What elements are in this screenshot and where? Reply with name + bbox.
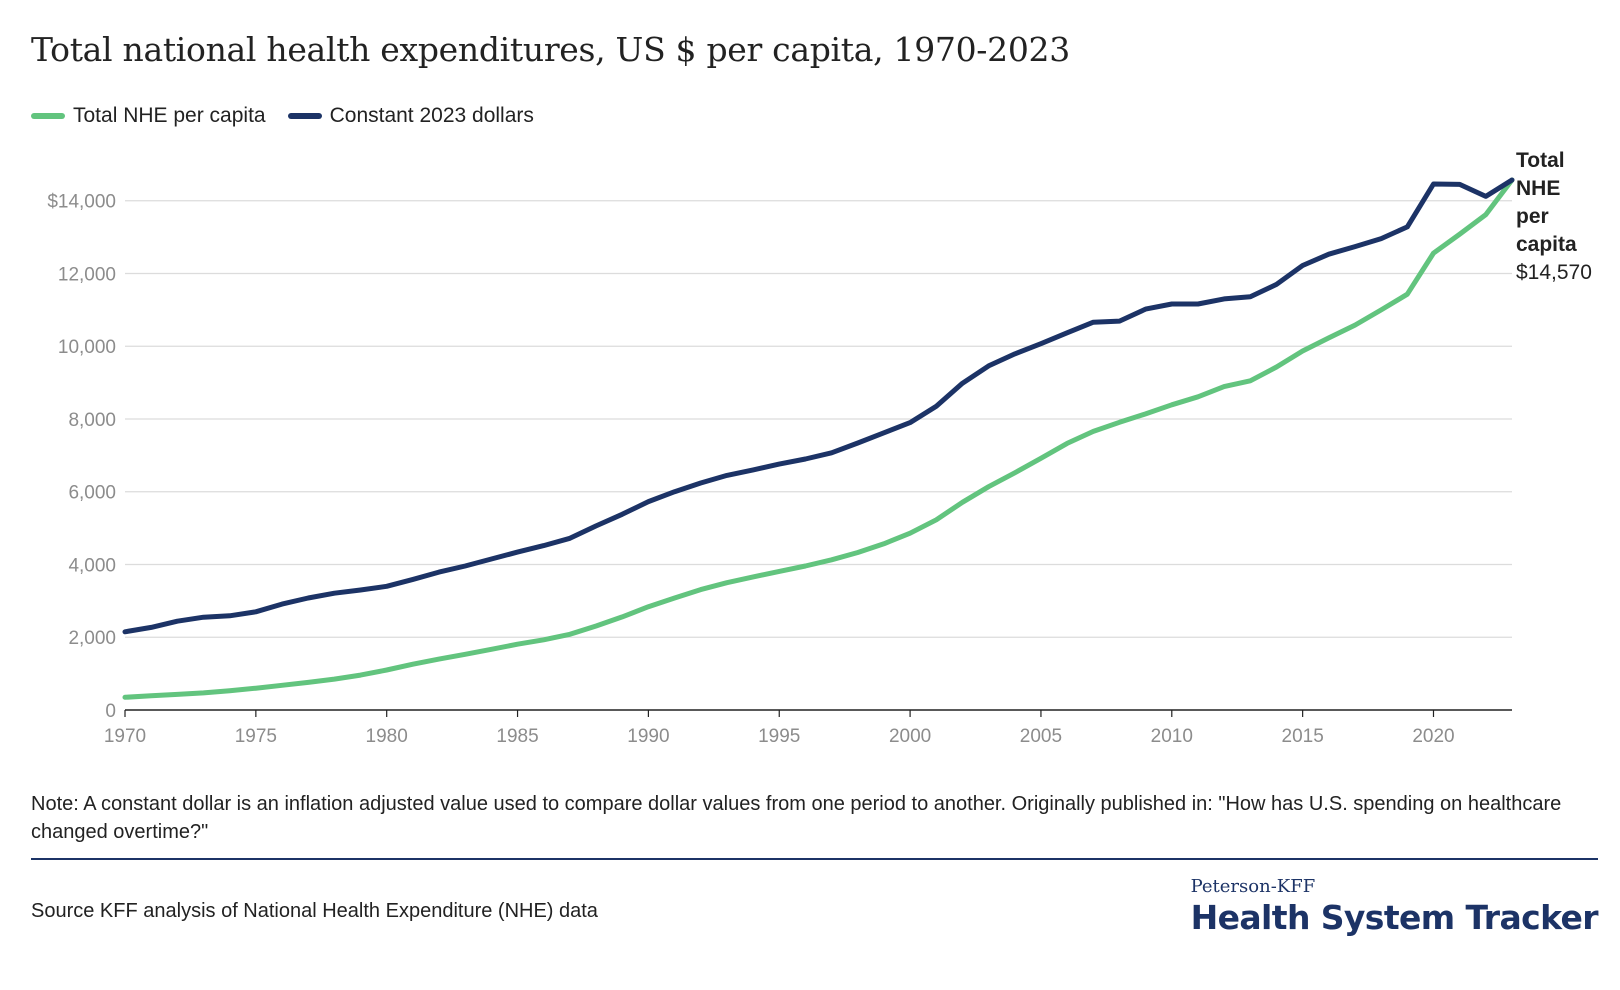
line-chart: 0 2,000 4,000 6,000 8,000 10,000 12,000 $14,000… <box>47 149 1592 747</box>
x-tick-label: 1985 <box>496 726 538 747</box>
legend-label-constant-dollars: Constant 2023 dollars <box>329 104 534 127</box>
y-tick-label: $14,000 <box>47 192 116 213</box>
end-label-text: Total <box>1516 149 1565 172</box>
x-tick-label: 2010 <box>1151 726 1193 747</box>
y-tick-label: 4,000 <box>68 555 116 576</box>
y-tick-label: 8,000 <box>68 410 116 431</box>
footer-divider <box>31 858 1598 860</box>
y-tick-label: 10,000 <box>58 337 116 358</box>
x-tick-label: 2005 <box>1020 726 1062 747</box>
x-tick-label: 2000 <box>889 726 931 747</box>
chart-note: Note: A constant dollar is an inflation … <box>31 793 1562 843</box>
x-tick-label: 1970 <box>104 726 146 747</box>
end-label-text: per <box>1516 205 1549 228</box>
x-tick-label: 2015 <box>1282 726 1324 747</box>
chart-legend: Total NHE per capita Constant 2023 dolla… <box>31 104 534 128</box>
x-tick-label: 1980 <box>366 726 408 747</box>
axis-layer: 0 2,000 4,000 6,000 8,000 10,000 12,000 $14,000… <box>47 192 1512 747</box>
y-tick-label: 2,000 <box>68 628 116 649</box>
x-tick-label: 1995 <box>758 726 800 747</box>
y-tick-label: 0 <box>105 701 116 722</box>
brand-logo-main: Health System Tracker <box>1190 898 1599 937</box>
series-line-total-nhe <box>122 177 1515 700</box>
chart-title: Total national health expenditures, US $… <box>31 30 1070 69</box>
end-label-layer: Total NHE per capita $14,570 <box>1516 149 1592 284</box>
x-tick-label: 2020 <box>1412 726 1454 747</box>
series-line-constant-dollars <box>122 177 1515 635</box>
series-layer <box>122 177 1515 700</box>
brand-logo: Peterson-KFF Health System Tracker <box>1190 876 1599 937</box>
x-tick-label: 1975 <box>235 726 277 747</box>
brand-logo-top: Peterson-KFF <box>1190 876 1316 897</box>
x-tick-label: 1990 <box>627 726 669 747</box>
end-label-text: capita <box>1516 233 1577 256</box>
legend-swatch-total-nhe <box>31 113 65 119</box>
legend-swatch-constant-dollars <box>287 113 322 119</box>
y-tick-label: 12,000 <box>58 264 116 285</box>
legend-item-total-nhe: Total NHE per capita <box>31 104 266 128</box>
y-tick-label: 6,000 <box>68 483 116 504</box>
end-label-text: NHE <box>1516 177 1560 200</box>
end-label-value: $14,570 <box>1516 261 1592 284</box>
legend-item-constant-dollars: Constant 2023 dollars <box>287 104 534 128</box>
legend-label-total-nhe: Total NHE per capita <box>73 104 266 127</box>
chart-source: Source KFF analysis of National Health E… <box>31 900 598 922</box>
